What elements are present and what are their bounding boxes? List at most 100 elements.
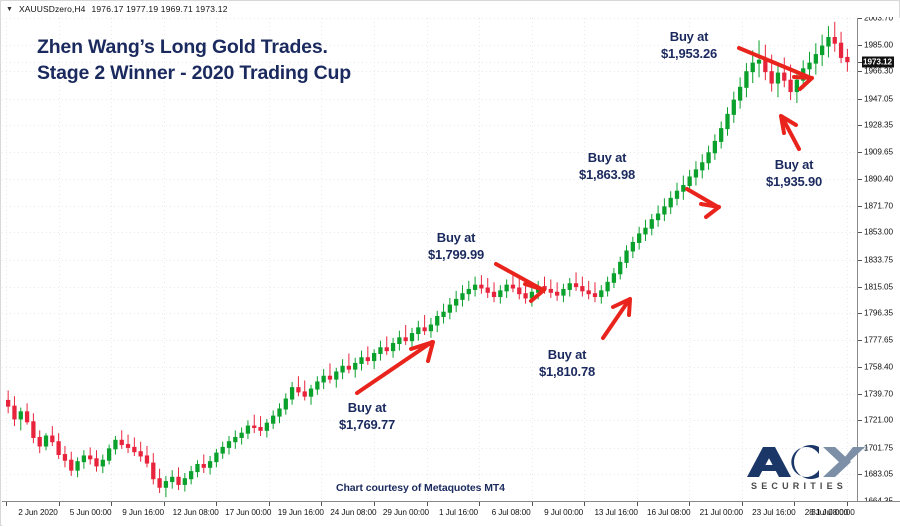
price-tick-label: 1701.75 — [864, 443, 893, 453]
caret-down-icon[interactable]: ▼ — [6, 5, 13, 13]
price-axis[interactable]: 2003.70 1985.00 1973.12 1966.30 1947.05 1928.… — [857, 14, 900, 506]
candle-body — [157, 478, 162, 488]
time-axis[interactable]: 2 Jun 2020 5 Jun 00:00 9 Jun 16:00 12 Jun 0… — [2, 501, 900, 526]
candle-body — [801, 68, 806, 81]
candle-body — [31, 421, 36, 438]
candle-body — [573, 283, 579, 288]
time-tick-label: 17 Jun 00:00 — [225, 508, 272, 517]
price-tick — [858, 232, 862, 234]
price-tick-label: 1928.35 — [864, 120, 893, 130]
candle-body — [807, 62, 812, 70]
time-tick-label: 5 Jun 00:00 — [69, 508, 112, 517]
price-tick — [858, 179, 862, 181]
candle-body — [485, 287, 490, 293]
candle-body — [220, 446, 225, 454]
candle-body — [428, 324, 434, 332]
candle-body — [637, 233, 642, 243]
horizontal-gridline — [2, 259, 857, 261]
candle-body — [567, 283, 572, 290]
candle-body — [782, 72, 787, 81]
horizontal-gridline — [2, 71, 857, 73]
candle-body — [214, 452, 219, 463]
vertical-gridline — [584, 18, 586, 501]
candle-body — [618, 261, 623, 275]
vertical-gridline — [268, 18, 270, 501]
candle-body — [441, 311, 446, 317]
candle-body — [523, 293, 528, 299]
candle-body — [775, 72, 781, 84]
price-tick-label: 1966.30 — [864, 66, 893, 76]
time-tick-label: 24 Jun 08:00 — [330, 508, 377, 517]
time-tick — [321, 502, 323, 506]
candle-body — [245, 425, 251, 434]
time-tick-label: 9 Jun 16:00 — [122, 508, 164, 517]
candle-body — [788, 79, 793, 93]
time-tick — [268, 502, 270, 506]
candle-body — [334, 371, 339, 380]
candle-body — [327, 375, 333, 380]
candle-body — [113, 439, 118, 450]
price-tick — [858, 367, 862, 369]
candle-body — [605, 281, 610, 292]
candle-body — [737, 86, 743, 101]
candle-body — [750, 62, 755, 73]
price-tick — [858, 313, 862, 315]
ohlc-values: 1976.17 1977.19 1969.71 1973.12 — [91, 4, 228, 14]
candle-body — [491, 291, 497, 298]
candle-body — [43, 435, 49, 447]
time-tick — [531, 502, 533, 506]
candle-body — [725, 113, 730, 130]
candle-body — [18, 411, 23, 420]
time-tick-label: 16 Jul 08:00 — [647, 508, 691, 517]
price-tick — [858, 474, 862, 476]
candle-body — [744, 71, 749, 88]
candle-body — [125, 444, 131, 448]
vertical-gridline — [216, 18, 218, 501]
candle-body — [592, 293, 598, 298]
time-tick-label: 2 Jun 2020 — [18, 508, 58, 517]
candle-body — [838, 42, 844, 58]
horizontal-gridline — [2, 18, 857, 19]
price-tick-label: 1853.00 — [864, 227, 893, 237]
vertical-gridline — [163, 18, 165, 501]
candle-body — [409, 333, 415, 342]
price-tick — [858, 61, 862, 63]
candle-body — [416, 327, 421, 335]
price-tick-label: 1947.05 — [864, 94, 893, 104]
candle-body — [510, 284, 516, 289]
candle-body — [472, 284, 478, 290]
candle-body — [756, 59, 762, 64]
candle-body — [548, 288, 553, 293]
candle-body — [674, 190, 680, 199]
time-tick — [373, 502, 375, 506]
candle-body — [554, 291, 560, 296]
candle-body — [207, 461, 213, 468]
candle-body — [819, 45, 825, 56]
candle-body — [712, 140, 718, 154]
candle-body — [69, 459, 74, 471]
vertical-gridline — [58, 18, 60, 501]
candle-body — [62, 454, 68, 461]
time-tick-label: 31 Jul 00:00 — [811, 508, 855, 517]
candle-body — [580, 286, 585, 292]
horizontal-gridline — [2, 205, 857, 207]
price-tick — [858, 44, 862, 46]
horizontal-gridline — [2, 61, 857, 63]
vertical-gridline — [741, 18, 743, 501]
price-tick-label: 1833.75 — [864, 255, 893, 265]
candle-body — [643, 227, 648, 235]
chart-plot-area[interactable] — [2, 18, 857, 501]
candle-body — [384, 347, 389, 352]
time-tick-label: 6 Jul 08:00 — [491, 508, 531, 517]
candle-body — [271, 415, 276, 424]
time-tick — [58, 502, 60, 506]
time-tick — [6, 502, 7, 506]
candle-body — [706, 152, 711, 164]
price-tick — [858, 18, 862, 19]
price-tick — [858, 71, 862, 73]
candle-body — [466, 288, 471, 295]
price-tick — [858, 286, 862, 288]
candle-body — [308, 388, 314, 397]
candle-body — [390, 343, 396, 352]
price-tick-label: 1796.35 — [864, 308, 893, 318]
